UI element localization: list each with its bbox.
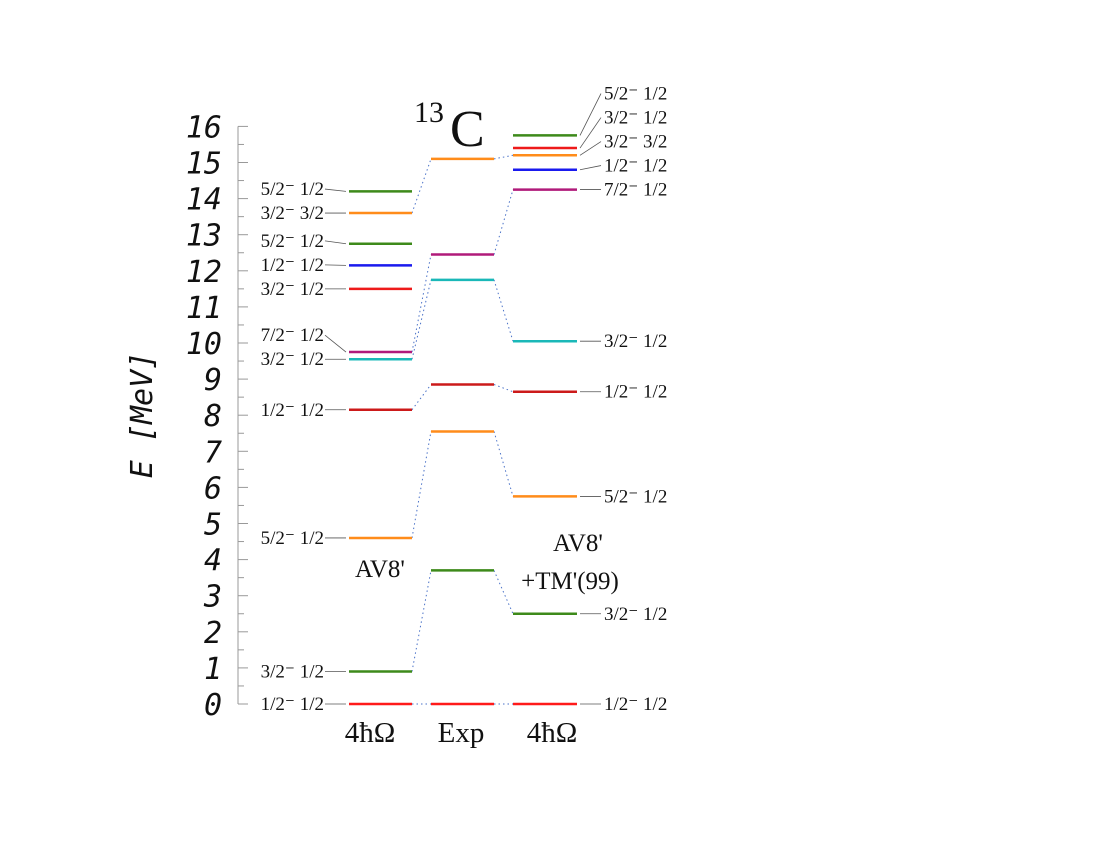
y-tick-label: 7 (204, 435, 222, 470)
levels-layer: 1/2⁻ 1/2 3/2⁻ 1/2 5/2⁻ 1/2 1/2⁻ 1/2 3/2⁻ 1/2… (261, 84, 668, 715)
column-1-label: 4ħΩ (345, 717, 396, 749)
y-tick-label: 8 (204, 399, 222, 434)
level-connector (411, 570, 432, 672)
level-connector (411, 384, 432, 411)
level-connector (493, 154, 514, 160)
level-label-leader (579, 165, 602, 171)
connector-layer (411, 154, 514, 705)
level-connector (493, 189, 514, 255)
column-3-model-label-line2: +TM'(99) (521, 568, 619, 595)
level-label: 1/2⁻ 1/2 (604, 694, 667, 715)
column-3-model-label-line1: AV8' (553, 530, 603, 557)
level-label: 5/2⁻ 1/2 (604, 84, 667, 105)
level-label: 3/2⁻ 1/2 (261, 279, 324, 300)
level-label: 1/2⁻ 1/2 (261, 694, 324, 715)
chart-title-mass: 13 (414, 96, 444, 129)
level-label-leader (579, 93, 602, 136)
level-connector (411, 279, 432, 360)
level-label: 5/2⁻ 1/2 (261, 231, 324, 252)
chart-title-element: C (450, 101, 485, 158)
column-1-model-label: AV8' (355, 556, 405, 583)
y-tick-label: 3 (203, 580, 222, 615)
level-label-leader (324, 334, 347, 353)
level-label: 3/2⁻ 1/2 (604, 108, 667, 129)
level-label: 3/2⁻ 1/2 (261, 662, 324, 683)
y-tick-label: 2 (204, 616, 222, 651)
y-tick-label: 4 (204, 544, 222, 579)
level-label: 1/2⁻ 1/2 (261, 255, 324, 276)
y-tick-label: 12 (186, 255, 222, 290)
level-connector (411, 254, 432, 353)
level-label: 3/2⁻ 3/2 (604, 132, 667, 153)
level-connector (493, 431, 514, 497)
level-connector (411, 431, 432, 539)
level-label: 3/2⁻ 1/2 (604, 604, 667, 625)
level-label: 3/2⁻ 3/2 (261, 203, 324, 224)
level-label: 1/2⁻ 1/2 (261, 400, 324, 421)
level-label-leader (324, 240, 347, 245)
level-label-leader (324, 264, 347, 266)
y-tick-label: 15 (186, 147, 222, 182)
level-connector (493, 570, 514, 614)
column-2-label: Exp (438, 717, 485, 749)
level-label: 1/2⁻ 1/2 (604, 156, 667, 177)
level-label: 7/2⁻ 1/2 (604, 180, 667, 201)
y-tick-label: 0 (204, 688, 222, 723)
level-label: 5/2⁻ 1/2 (261, 179, 324, 200)
y-axis-label: E [MeV] (125, 352, 160, 478)
level-label-leader (324, 188, 347, 192)
y-tick-label: 11 (186, 291, 222, 326)
level-label: 3/2⁻ 1/2 (261, 349, 324, 370)
level-label-leader (579, 141, 602, 156)
level-label: 7/2⁻ 1/2 (261, 325, 324, 346)
level-connector (493, 384, 514, 393)
level-connector (493, 279, 514, 342)
level-label-leader (579, 117, 602, 149)
y-tick-label: 9 (204, 363, 222, 398)
y-tick-label: 16 (186, 110, 222, 145)
level-label: 1/2⁻ 1/2 (604, 382, 667, 403)
level-label: 3/2⁻ 1/2 (604, 331, 667, 352)
y-tick-label: 10 (186, 327, 222, 362)
column-3-label: 4ħΩ (527, 717, 578, 749)
y-tick-label: 14 (186, 183, 222, 218)
y-tick-label: 5 (204, 508, 222, 543)
level-label: 5/2⁻ 1/2 (604, 486, 667, 507)
level-label: 5/2⁻ 1/2 (261, 528, 324, 549)
y-tick-label: 6 (204, 471, 222, 506)
level-connector (411, 158, 432, 214)
y-tick-label: 13 (186, 219, 222, 254)
y-tick-label: 1 (204, 652, 222, 687)
